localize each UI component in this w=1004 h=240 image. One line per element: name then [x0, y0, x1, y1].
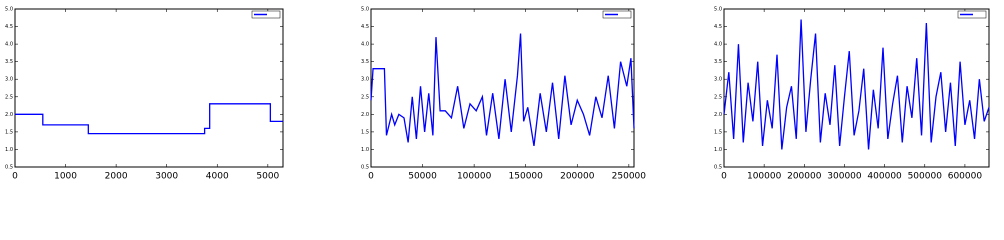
y-tick-label: 3.0	[361, 77, 369, 83]
y-tick-label: 2.0	[5, 112, 13, 118]
y-tick-label: 0.5	[361, 165, 369, 171]
y-tick-label: 1.5	[361, 129, 369, 135]
y-tick-label: 4.0	[361, 42, 369, 48]
data-line	[723, 19, 990, 150]
x-tick-label: 300000	[827, 172, 862, 182]
y-tick-label: 3.5	[361, 59, 369, 65]
y-tick-label: 1.0	[5, 147, 13, 153]
y-tick-label: 1.0	[361, 147, 369, 153]
plot-area	[14, 8, 284, 168]
y-tick-label: 2.5	[5, 94, 13, 100]
x-tick-label: 250000	[612, 172, 647, 182]
y-tick-label: 2.5	[714, 94, 722, 100]
x-tick-label: 200000	[787, 172, 822, 182]
y-tick-label: 4.0	[714, 42, 722, 48]
data-line	[370, 33, 635, 147]
y-tick-label: 2.5	[361, 94, 369, 100]
y-tick-label: 2.0	[714, 112, 722, 118]
y-tick-label: 4.5	[5, 24, 13, 30]
x-tick-label: 2000	[105, 172, 128, 182]
x-tick-label: 200000	[560, 172, 595, 182]
y-tick-label: 0.5	[5, 165, 13, 171]
y-tick-label: 5.0	[361, 7, 369, 13]
data-line	[15, 103, 283, 135]
y-tick-label: 3.0	[714, 77, 722, 83]
figure: 0.5 1.0 1.5 2.0 2.5 3.0 3.5 4.0 4.5 5.0 0 1000 2000 3…	[5, 7, 990, 182]
y-tick-label: 4.5	[714, 24, 722, 30]
y-tick-label: 4.0	[5, 42, 13, 48]
plot-area	[723, 8, 990, 168]
x-tick-label: 400000	[867, 172, 902, 182]
y-tick-label: 4.5	[361, 24, 369, 30]
plot-area	[370, 8, 635, 168]
x-tick-label: 0	[368, 172, 374, 182]
y-tick-label: 1.5	[5, 129, 13, 135]
y-tick-label: 1.0	[714, 147, 722, 153]
x-tick-label: 500000	[908, 172, 943, 182]
y-tick-label: 1.5	[714, 129, 722, 135]
x-tick-label: 3000	[155, 172, 178, 182]
y-tick-label: 5.0	[714, 7, 722, 13]
x-tick-label: 150000	[509, 172, 544, 182]
y-tick-label: 0.5	[714, 165, 722, 171]
x-tick-label: 50000	[408, 172, 437, 182]
y-tick-label: 5.0	[5, 7, 13, 13]
x-tick-label: 1000	[54, 172, 77, 182]
x-tick-label: 0	[721, 172, 727, 182]
y-tick-label: 3.0	[5, 77, 13, 83]
x-tick-label: 100000	[747, 172, 782, 182]
x-tick-label: 0	[12, 172, 18, 182]
x-tick-label: 4000	[206, 172, 229, 182]
x-tick-label: 100000	[457, 172, 492, 182]
y-tick-label: 3.5	[5, 59, 13, 65]
x-tick-label: 5000	[256, 172, 279, 182]
x-tick-label: 600000	[948, 172, 983, 182]
y-tick-label: 3.5	[714, 59, 722, 65]
y-tick-label: 2.0	[361, 112, 369, 118]
